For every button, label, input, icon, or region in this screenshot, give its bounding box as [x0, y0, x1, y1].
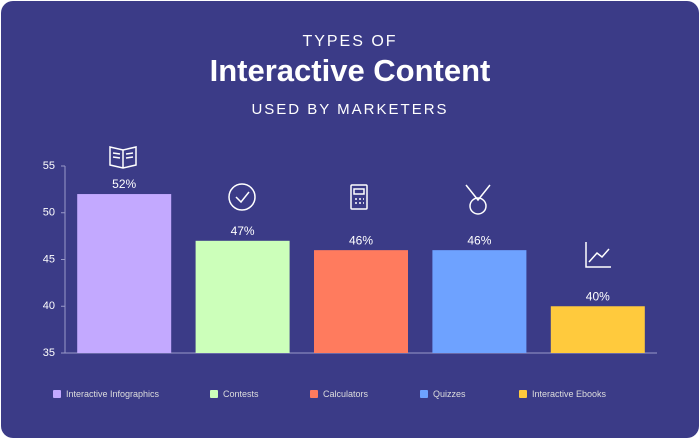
- legend-swatch: [210, 390, 218, 398]
- legend-label: Interactive Ebooks: [532, 389, 607, 399]
- bar: [550, 306, 645, 353]
- legend-label: Contests: [223, 389, 259, 399]
- bar: [432, 250, 527, 353]
- data-label: 47%: [231, 224, 255, 238]
- y-tick-label: 40: [43, 300, 55, 312]
- y-tick-label: 55: [43, 160, 55, 172]
- legend-swatch: [420, 390, 428, 398]
- legend-swatch: [310, 390, 318, 398]
- legend-label: Calculators: [323, 389, 369, 399]
- legend-label: Quizzes: [433, 389, 466, 399]
- legend-swatch: [53, 390, 61, 398]
- chart-subtitle: USED BY MARKETERS: [251, 101, 448, 118]
- bar: [314, 250, 408, 353]
- y-tick-label: 50: [43, 207, 55, 219]
- y-tick-label: 35: [43, 347, 55, 359]
- title-top: TYPES OF: [302, 33, 397, 50]
- y-tick-label: 45: [43, 253, 55, 265]
- chart-title: Interactive Content: [210, 53, 491, 88]
- icons: [109, 146, 611, 268]
- legend-label: Interactive Infographics: [66, 389, 160, 399]
- data-label: 46%: [349, 233, 373, 247]
- legend-swatch: [519, 390, 527, 398]
- data-label: 40%: [586, 289, 610, 303]
- data-label: 46%: [467, 233, 491, 247]
- data-label: 52%: [112, 177, 136, 191]
- bar: [77, 194, 172, 353]
- bar: [195, 240, 290, 353]
